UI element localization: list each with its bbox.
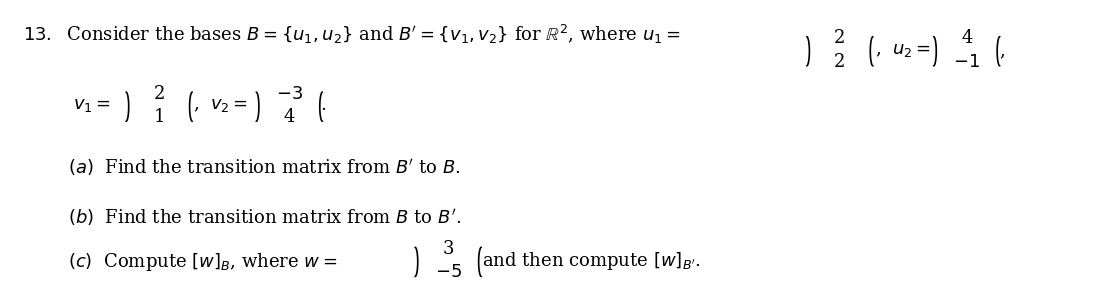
Text: ,: ,: [1000, 41, 1005, 59]
Text: and then compute $[w]_{B'}$.: and then compute $[w]_{B'}$.: [482, 250, 701, 272]
Text: 4: 4: [961, 29, 972, 47]
Text: $(b)$  Find the transition matrix from $B$ to $B'$.: $(b)$ Find the transition matrix from $B…: [67, 207, 461, 228]
Text: ,  $v_2 = $: , $v_2 = $: [194, 96, 249, 114]
Text: $(a)$  Find the transition matrix from $B'$ to $B$.: $(a)$ Find the transition matrix from $B…: [67, 157, 460, 178]
Text: $-5$: $-5$: [435, 263, 461, 281]
Text: $v_1 = $: $v_1 = $: [73, 96, 111, 114]
Text: 4: 4: [283, 108, 295, 126]
Text: $13.$  Consider the bases $B = \{u_1, u_2\}$ and $B' = \{v_1, v_2\}$ for $\mathb: $13.$ Consider the bases $B = \{u_1, u_2…: [23, 23, 681, 46]
Text: 3: 3: [442, 240, 453, 258]
Text: $-1$: $-1$: [953, 53, 980, 71]
Text: 1: 1: [154, 108, 165, 126]
Text: $(c)$  Compute $[w]_B$, where $w = $: $(c)$ Compute $[w]_B$, where $w = $: [67, 251, 337, 273]
Text: 2: 2: [834, 29, 845, 47]
Text: $-3$: $-3$: [275, 85, 303, 103]
Text: 2: 2: [154, 85, 165, 103]
Text: ,  $u_2 = $: , $u_2 = $: [875, 41, 931, 59]
Text: .: .: [321, 96, 326, 114]
Text: 2: 2: [834, 53, 845, 71]
